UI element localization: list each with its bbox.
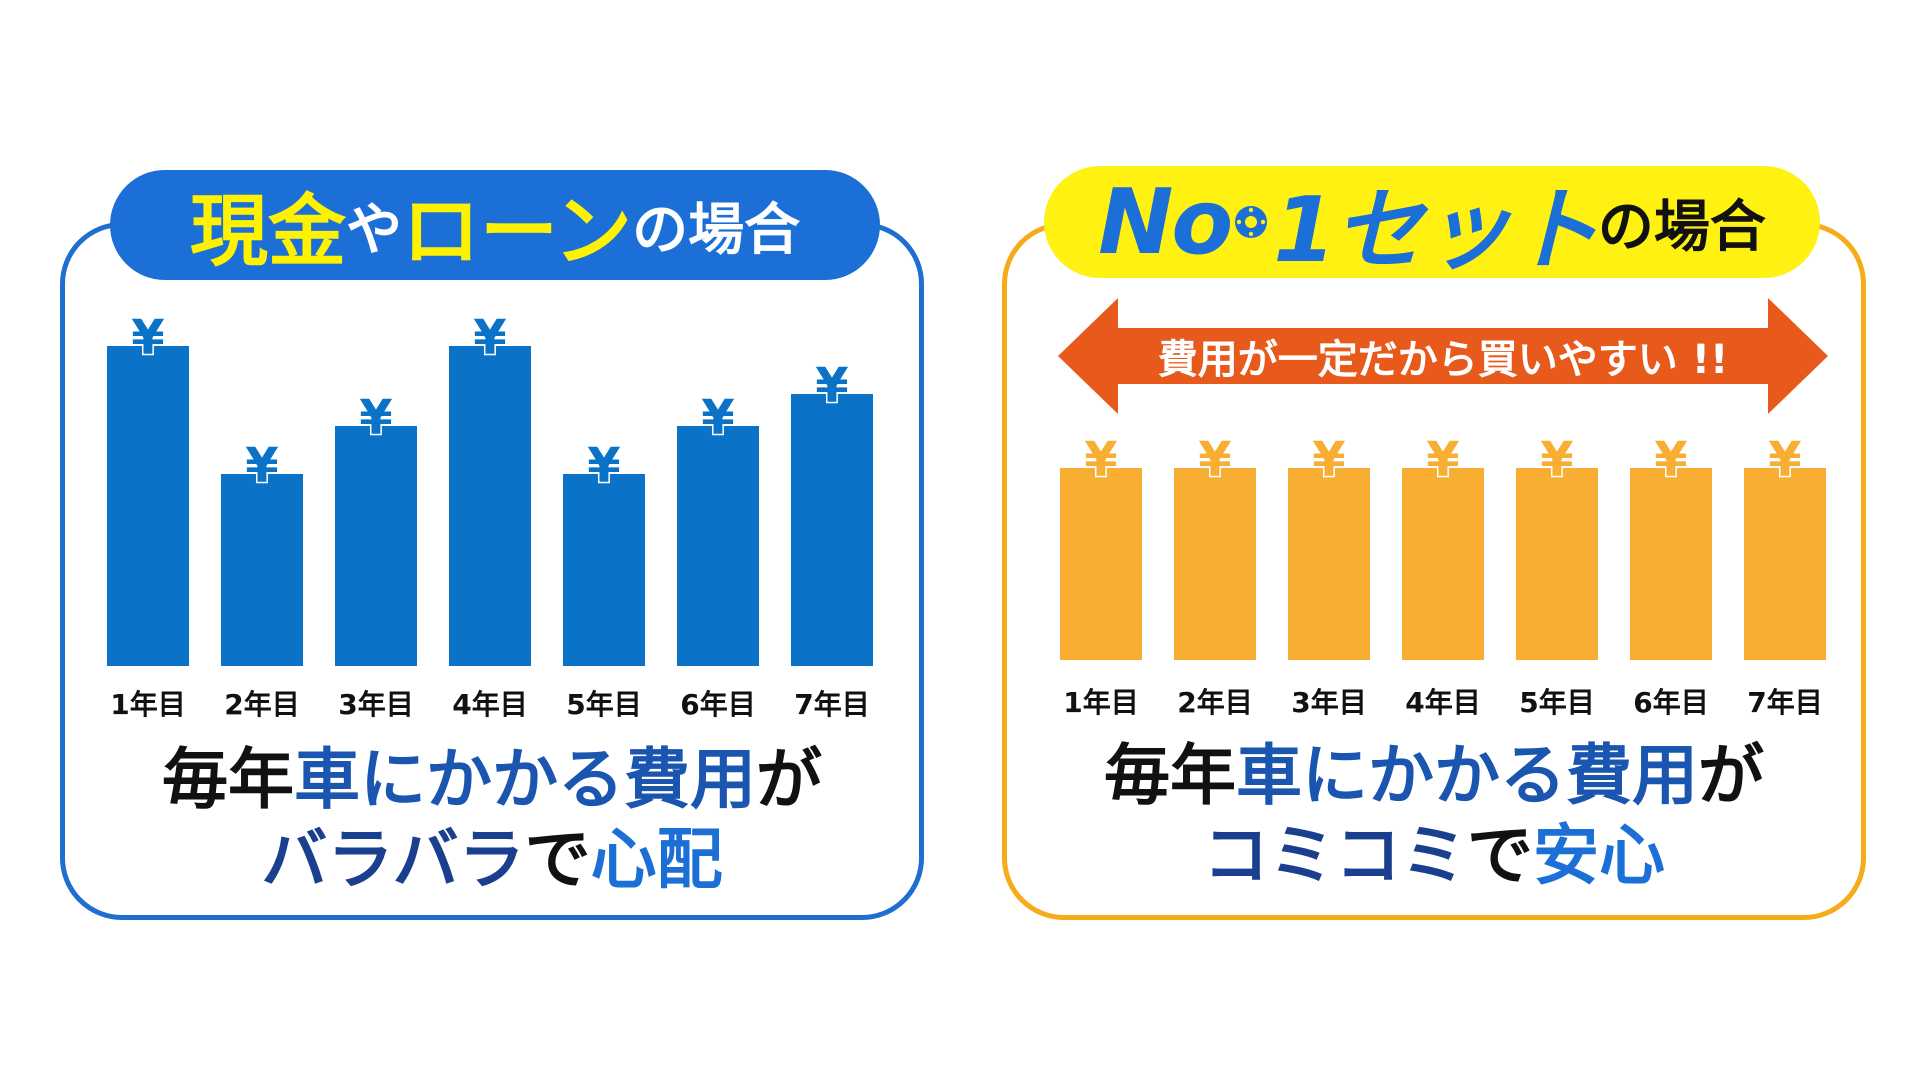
- left-bar-5: [563, 474, 645, 666]
- right-bar-7: [1744, 468, 1826, 660]
- fixed-cost-banner: 費用が一定だから買いやすい !!: [1157, 337, 1729, 383]
- right-bar-4: [1402, 468, 1484, 660]
- left-yen-marker-5: ¥: [587, 438, 620, 494]
- right-year-label-7: 7年目: [1747, 686, 1822, 719]
- left-bar-7: [791, 394, 873, 666]
- left-year-label-3: 3年目: [338, 688, 413, 721]
- left-caption-ga: が: [756, 741, 822, 818]
- left-year-label-4: 4年目: [452, 688, 527, 721]
- left-yen-marker-7: ¥: [815, 358, 848, 414]
- left-caption-de: で: [524, 821, 591, 898]
- right-yen-marker-5: ¥: [1540, 432, 1573, 488]
- right-year-label-1: 1年目: [1063, 686, 1138, 719]
- left-year-label-6: 6年目: [680, 688, 755, 721]
- left-bar-6: [677, 426, 759, 666]
- right-caption-line1: 毎年車にかかる費用が: [1002, 736, 1866, 816]
- right-caption-maitoshi: 毎年: [1104, 737, 1236, 814]
- right-yen-marker-4: ¥: [1426, 432, 1459, 488]
- title-loan: ローン: [401, 187, 633, 277]
- right-yen-marker-3: ¥: [1312, 432, 1345, 488]
- right-yen-marker-6: ¥: [1654, 432, 1687, 488]
- right-year-label-4: 4年目: [1405, 686, 1480, 719]
- right-caption-line2: コミコミで安心: [1002, 816, 1866, 896]
- no1-set-title: No 1セット の場合: [1044, 166, 1820, 283]
- title-case: の場合: [632, 197, 801, 263]
- title-case-right: の場合: [1597, 194, 1766, 260]
- right-bar-3: [1288, 468, 1370, 660]
- right-caption-cost: 車にかかる費用: [1236, 737, 1698, 814]
- wheel-icon: [1235, 206, 1268, 238]
- double-arrow-icon: [1058, 298, 1828, 414]
- left-yen-marker-3: ¥: [359, 390, 392, 446]
- right-caption-komikomi: コミコミ: [1203, 817, 1467, 894]
- right-year-label-3: 3年目: [1291, 686, 1366, 719]
- right-year-label-6: 6年目: [1633, 686, 1708, 719]
- left-yen-marker-2: ¥: [245, 438, 278, 494]
- left-yen-marker-4: ¥: [473, 310, 506, 366]
- left-caption-line1: 毎年車にかかる費用が: [60, 740, 924, 820]
- left-caption-worry: 心配: [590, 821, 723, 898]
- no1-set-bar-chart: ¥1年目 ¥2年目 ¥3年目 ¥4年目 ¥5年目 ¥6年目 ¥7年目: [1060, 431, 1826, 719]
- left-yen-marker-1: ¥: [131, 310, 164, 366]
- title-ya: や: [345, 197, 402, 263]
- right-bar-6: [1630, 468, 1712, 660]
- right-yen-marker-7: ¥: [1768, 432, 1801, 488]
- left-yen-marker-6: ¥: [701, 390, 734, 446]
- left-year-label-2: 2年目: [224, 688, 299, 721]
- cash-loan-bar-chart: ¥1年目 ¥2年目 ¥3年目 ¥4年目 ¥5年目 ¥6年目 ¥7年目: [107, 309, 873, 721]
- right-bar-5: [1516, 468, 1598, 660]
- left-year-label-1: 1年目: [110, 688, 185, 721]
- right-caption-ga: が: [1698, 737, 1764, 814]
- left-bar-4: [449, 346, 531, 666]
- left-year-label-7: 7年目: [794, 688, 869, 721]
- right-bar-2: [1174, 468, 1256, 660]
- title-cash: 現金: [189, 187, 346, 277]
- title-no: No: [1098, 169, 1233, 275]
- left-caption-maitoshi: 毎年: [162, 741, 294, 818]
- left-caption-line2: バラバラで心配: [60, 820, 924, 900]
- left-year-label-5: 5年目: [566, 688, 641, 721]
- right-yen-marker-1: ¥: [1084, 432, 1117, 488]
- left-caption-barabara: バラバラ: [261, 821, 525, 898]
- right-bar-1: [1060, 468, 1142, 660]
- right-yen-marker-2: ¥: [1198, 432, 1231, 488]
- cash-loan-title: 現金 や ローン の場合: [110, 170, 880, 280]
- right-year-label-2: 2年目: [1177, 686, 1252, 719]
- left-bar-2: [221, 474, 303, 666]
- left-bar-3: [335, 426, 417, 666]
- left-caption-cost: 車にかかる費用: [294, 741, 756, 818]
- title-1set: 1セット: [1273, 178, 1600, 283]
- right-caption-relief: 安心: [1533, 817, 1665, 894]
- left-bar-1: [107, 346, 189, 666]
- right-caption-de: で: [1467, 817, 1533, 894]
- right-year-label-5: 5年目: [1519, 686, 1594, 719]
